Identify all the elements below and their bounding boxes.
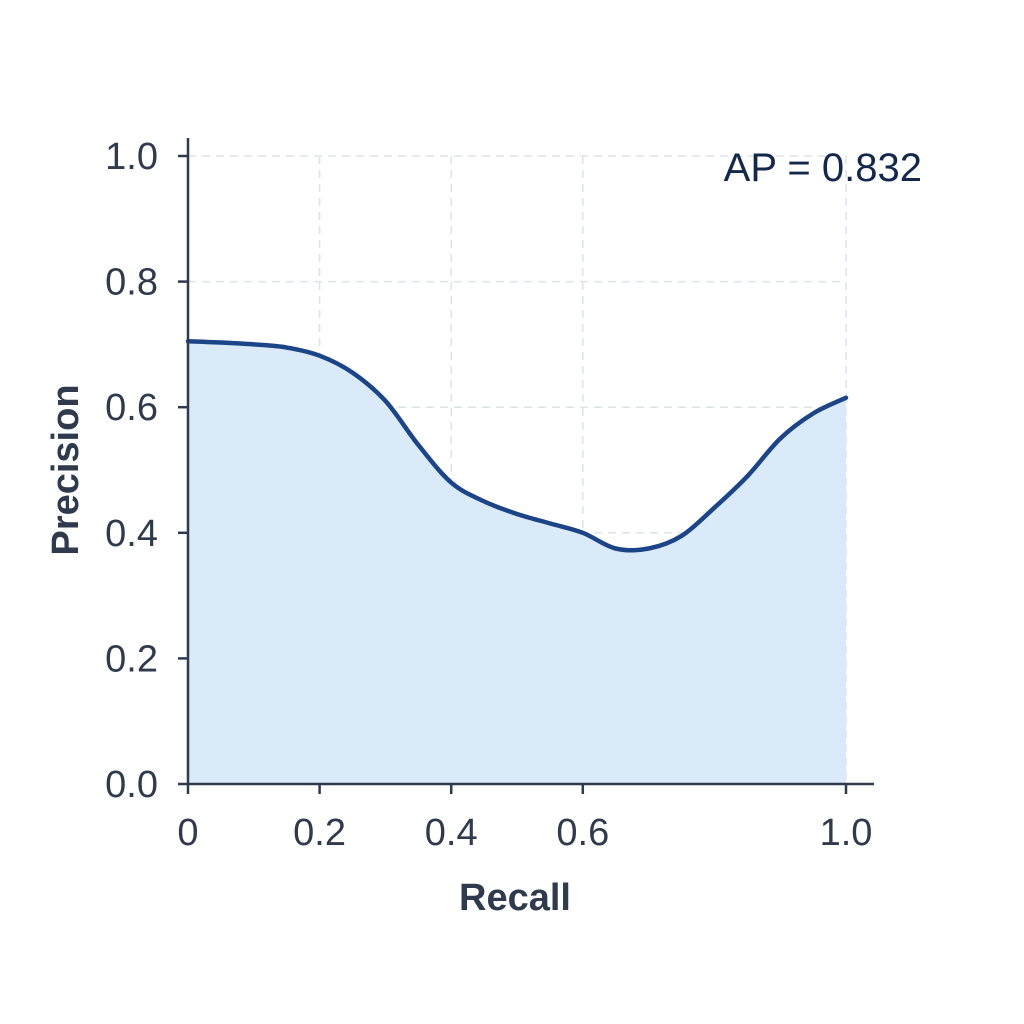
- area-fill: [188, 341, 846, 784]
- x-tick-label: 0.6: [556, 812, 609, 854]
- x-tick-label: 0.4: [425, 812, 478, 854]
- ap-annotation: AP = 0.832: [724, 146, 922, 190]
- pr-curve-line: [185, 339, 849, 553]
- y-tick-label: 0.2: [105, 638, 158, 680]
- y-tick-label: 0.0: [105, 764, 158, 806]
- x-axis-title: Recall: [459, 877, 571, 919]
- x-tick-label: 0: [177, 812, 198, 854]
- y-tick-label: 0.4: [105, 513, 158, 555]
- x-tick-label: 1.0: [820, 812, 873, 854]
- y-axis-title: Precision: [45, 384, 87, 555]
- x-tick-label: 0.2: [293, 812, 346, 854]
- tick-labels: 0.0 0.2 0.4 0.6 0.8 1.0 0 0.2 0.4 0.6 1.0: [105, 136, 872, 854]
- y-tick-label: 0.8: [105, 262, 158, 304]
- y-tick-label: 0.6: [105, 387, 158, 429]
- y-tick-label: 1.0: [105, 136, 158, 178]
- axes: [178, 138, 874, 794]
